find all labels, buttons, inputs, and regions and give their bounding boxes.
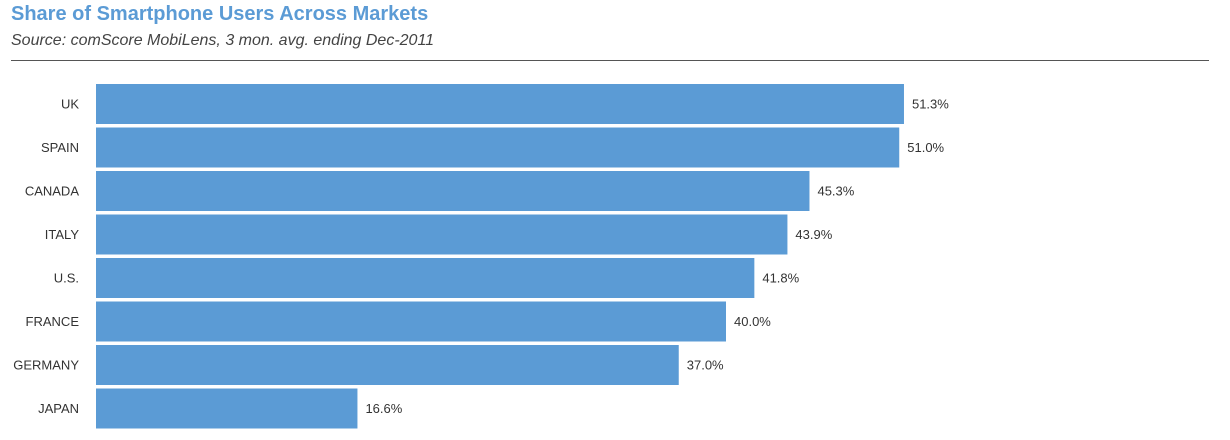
category-label: CANADA bbox=[25, 184, 80, 199]
category-label: SPAIN bbox=[41, 140, 79, 155]
bar-spain bbox=[96, 127, 900, 168]
category-label: U.S. bbox=[54, 271, 79, 286]
value-label: 37.0% bbox=[687, 358, 724, 373]
category-label: UK bbox=[61, 97, 79, 112]
category-label: GERMANY bbox=[13, 358, 79, 373]
bar-u-s bbox=[96, 258, 755, 298]
bar-germany bbox=[96, 345, 679, 385]
bar-japan bbox=[96, 388, 358, 429]
bar-france bbox=[96, 301, 726, 342]
title-divider bbox=[11, 60, 1209, 61]
category-label: FRANCE bbox=[26, 314, 80, 329]
bar-italy bbox=[96, 214, 788, 255]
value-label: 40.0% bbox=[734, 314, 771, 329]
value-label: 43.9% bbox=[795, 227, 832, 242]
value-label: 41.8% bbox=[762, 271, 799, 286]
value-label: 51.3% bbox=[912, 97, 949, 112]
chart-title: Share of Smartphone Users Across Markets bbox=[11, 3, 429, 25]
value-label: 51.0% bbox=[907, 140, 944, 155]
value-label: 45.3% bbox=[817, 184, 854, 199]
value-label: 16.6% bbox=[365, 401, 402, 416]
category-label: ITALY bbox=[45, 227, 80, 242]
category-label: JAPAN bbox=[38, 401, 79, 416]
chart-subtitle: Source: comScore MobiLens, 3 mon. avg. e… bbox=[11, 32, 435, 49]
bar-canada bbox=[96, 171, 810, 211]
bar-uk bbox=[96, 84, 904, 124]
